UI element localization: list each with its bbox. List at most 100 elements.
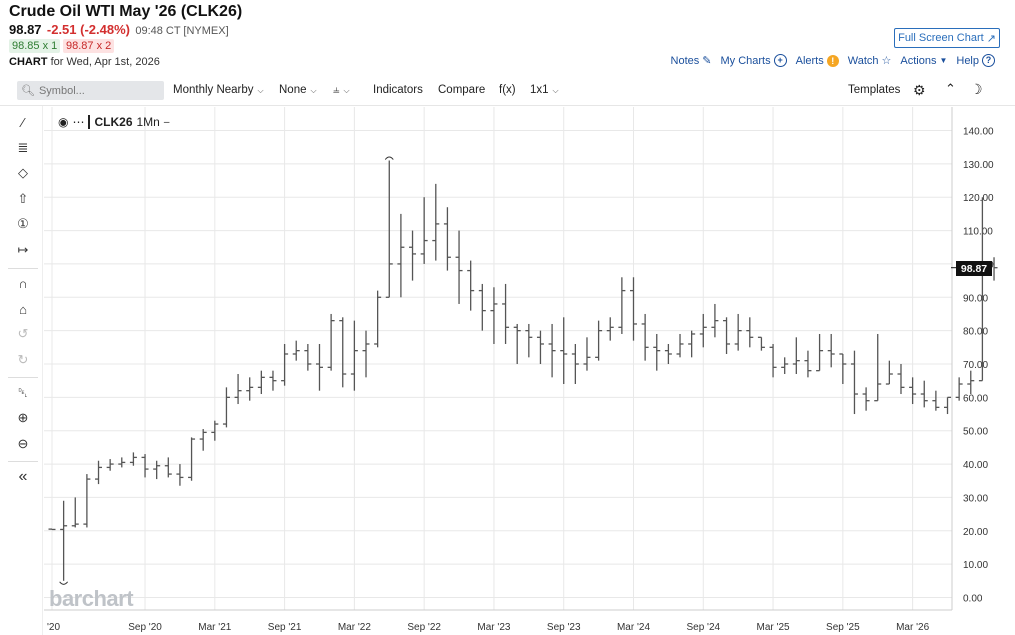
x-tick-label: Sep '20: [128, 622, 162, 633]
star-icon: ☆: [881, 55, 892, 67]
y-tick-label: 90.00: [963, 293, 988, 304]
trash-icon[interactable]: ␡: [17, 385, 29, 400]
barchart-watermark: barchart: [49, 586, 134, 611]
ohlc-bars-icon: ⫨: [333, 84, 340, 96]
alerts-label: Alerts: [795, 54, 824, 67]
help-label: Help: [956, 54, 979, 67]
y-tick-label: 50.00: [963, 427, 988, 438]
x-tick-label: Mar '21: [198, 622, 231, 633]
ask-badge: 98.87 x 2: [63, 39, 115, 53]
overlay-label: None: [279, 84, 307, 96]
edit-icon: ✎: [702, 55, 712, 67]
fibonacci-icon[interactable]: ≣: [17, 140, 29, 155]
settings-gear-icon[interactable]: ⚙: [913, 82, 926, 98]
symbol-search[interactable]: 🔍︎ Symbol...: [17, 81, 164, 100]
plus-circle-icon: +: [773, 54, 787, 67]
actions-label: Actions: [900, 54, 937, 67]
redo-icon[interactable]: ↻: [17, 352, 29, 367]
watch-label: Watch: [847, 54, 879, 67]
legend-interval: 1Mn: [136, 115, 160, 129]
collapse-sidebar-icon[interactable]: «: [18, 468, 28, 485]
notes-label: Notes: [670, 54, 700, 67]
page-title: Crude Oil WTI May '26 (CLK26): [9, 3, 243, 20]
chart-date: for Wed, Apr 1st, 2026: [50, 56, 160, 68]
layout-dropdown[interactable]: 1x1 ⌵: [530, 84, 559, 96]
magnet-icon[interactable]: ∩: [18, 275, 28, 291]
symbol-placeholder: Symbol...: [38, 84, 85, 97]
y-tick-label: 80.00: [963, 327, 988, 338]
chart-date-line: CHART for Wed, Apr 1st, 2026: [9, 56, 160, 68]
x-tick-label: Mar '23: [477, 622, 510, 633]
quote-time: 09:48 CT [NYMEX]: [135, 25, 229, 37]
more-icon[interactable]: ⋯: [72, 115, 85, 129]
arrow-up-icon[interactable]: ⇧: [17, 191, 29, 206]
x-tick-label: Mar '22: [338, 622, 371, 633]
alerts-link[interactable]: Alerts!: [795, 54, 839, 67]
y-tick-label: 40.00: [963, 460, 988, 471]
low-marker: [59, 581, 69, 585]
compare-button[interactable]: Compare: [438, 84, 486, 96]
top-links: Notes ✎ My Charts + Alerts! Watch ☆ Actions…: [671, 54, 995, 67]
bid-badge: 98.85 x 1: [9, 39, 61, 53]
chart-toolbar: 🔍︎ Symbol... Monthly Nearby ⌵ None ⌵ ⫨ ⌵ In…: [0, 75, 1015, 106]
zoom-in-icon[interactable]: ⊕: [17, 410, 29, 425]
y-tick-label: 20.00: [963, 527, 988, 538]
help-link[interactable]: Help?: [956, 54, 995, 67]
undo-icon[interactable]: ↺: [17, 326, 29, 341]
y-tick-label: 140.00: [963, 127, 994, 138]
y-tick-label: 120.00: [963, 193, 994, 204]
measure-icon[interactable]: ↦: [17, 242, 29, 257]
indicators-button[interactable]: Indicators: [373, 84, 423, 96]
watch-link[interactable]: Watch ☆: [847, 54, 892, 68]
x-tick-label: Sep '24: [686, 622, 720, 633]
period-label: Monthly Nearby: [173, 84, 254, 96]
expand-arrow-icon: ↗: [986, 32, 996, 45]
caret-down-icon: ▼: [939, 56, 948, 65]
full-screen-label: Full Screen Chart: [898, 32, 984, 44]
actions-menu[interactable]: Actions ▼: [900, 55, 947, 67]
shape-icon[interactable]: ◇: [18, 165, 28, 180]
y-tick-label: 110.00: [963, 227, 993, 238]
zoom-out-icon[interactable]: ⊖: [17, 436, 29, 451]
x-tick-label: Sep '22: [407, 622, 441, 633]
alert-icon: !: [826, 54, 839, 67]
chart-label: CHART: [9, 56, 48, 68]
x-tick-label: Sep '23: [547, 622, 581, 633]
full-screen-chart-button[interactable]: Full Screen Chart ↗: [894, 28, 1000, 48]
eye-icon[interactable]: ◉: [58, 115, 69, 129]
trend-line-icon[interactable]: ∕: [21, 114, 25, 130]
y-tick-label: 10.00: [963, 560, 988, 571]
x-tick-label: Mar '24: [617, 622, 650, 633]
chevron-down-icon: ⌵: [343, 86, 350, 95]
x-tick-label: Sep '25: [826, 622, 860, 633]
overlay-dropdown[interactable]: None ⌵: [279, 84, 317, 96]
x-tick-label: Sep '21: [268, 622, 302, 633]
chart-type-dropdown[interactable]: ⫨ ⌵: [333, 84, 350, 97]
y-tick-label: 130.00: [963, 160, 994, 171]
y-tick-label: 0.00: [963, 594, 983, 605]
last-price-tag: 98.87: [956, 261, 992, 276]
chevron-down-icon: ⌵: [552, 86, 559, 95]
y-tick-label: 70.00: [963, 360, 988, 371]
templates-button[interactable]: Templates: [848, 84, 901, 96]
chevron-down-icon: ⌵: [310, 86, 317, 95]
my-charts-link[interactable]: My Charts +: [720, 54, 787, 67]
collapse-up-icon[interactable]: ⌃: [945, 81, 956, 96]
fx-button[interactable]: f(x): [499, 84, 516, 96]
x-tick-label: '20: [47, 622, 60, 633]
y-tick-label: 60.00: [963, 393, 988, 404]
lock-icon[interactable]: ⌂: [19, 301, 27, 317]
annotation-number-icon[interactable]: ①: [17, 216, 29, 231]
my-charts-label: My Charts: [720, 54, 771, 67]
period-dropdown[interactable]: Monthly Nearby ⌵: [173, 84, 264, 96]
legend-symbol: CLK26: [88, 115, 133, 129]
chevron-down-icon: ⌵: [257, 86, 264, 95]
last-price: 98.87: [9, 22, 42, 37]
drawing-tools-sidebar: ∕ ≣ ◇ ⇧ ① ↦ ∩ ⌂ ↺ ↻ ␡ ⊕ ⊖ «: [0, 106, 43, 635]
help-icon: ?: [982, 54, 995, 67]
x-tick-label: Mar '26: [896, 622, 929, 633]
legend-caret-icon: ‒: [163, 116, 170, 128]
dark-mode-moon-icon[interactable]: ☽: [970, 81, 983, 97]
notes-link[interactable]: Notes ✎: [670, 54, 712, 68]
